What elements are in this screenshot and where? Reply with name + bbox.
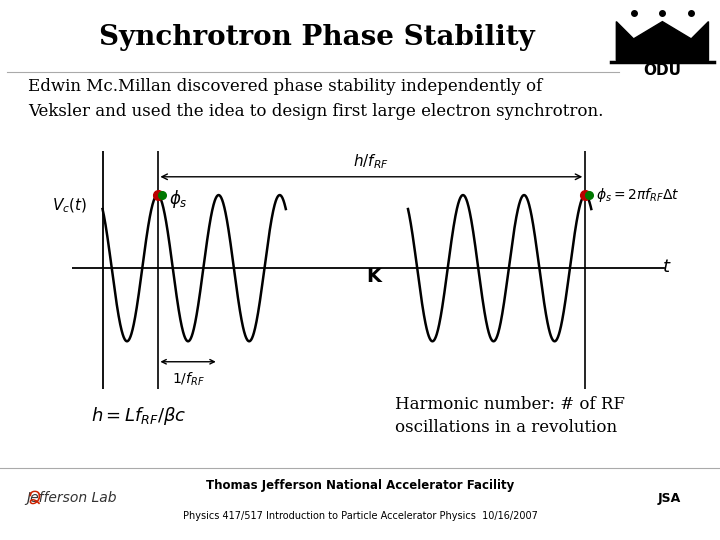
Text: $\phi_s$: $\phi_s$ [168,188,187,210]
Text: Physics 417/517 Introduction to Particle Accelerator Physics  10/16/2007: Physics 417/517 Introduction to Particle… [183,511,537,521]
Text: JSA: JSA [658,492,681,505]
Text: $\mathbf{K}$: $\mathbf{K}$ [366,268,383,286]
Text: $1/ f_{RF}$: $1/ f_{RF}$ [171,370,204,388]
Text: $h = Lf_{RF} / \beta c$: $h = Lf_{RF} / \beta c$ [91,405,186,427]
Text: Ձ: Ձ [27,489,42,508]
Text: Jefferson Lab: Jefferson Lab [27,491,117,505]
Text: Synchrotron Phase Stability: Synchrotron Phase Stability [99,24,535,51]
Text: Edwin Mc.Millan discovered phase stability independently of
Veksler and used the: Edwin Mc.Millan discovered phase stabili… [28,78,603,119]
Text: Thomas Jefferson National Accelerator Facility: Thomas Jefferson National Accelerator Fa… [206,479,514,492]
Text: $h / f_{RF}$: $h / f_{RF}$ [354,152,390,171]
Text: $\phi_s = 2\pi f_{RF}\Delta t$: $\phi_s = 2\pi f_{RF}\Delta t$ [596,186,680,204]
Polygon shape [616,22,708,60]
Text: ODU: ODU [644,63,681,78]
Text: $V_c(t)$: $V_c(t)$ [52,197,87,215]
Text: Harmonic number: # of RF
oscillations in a revolution: Harmonic number: # of RF oscillations in… [395,395,624,436]
Text: $t$: $t$ [662,258,671,276]
